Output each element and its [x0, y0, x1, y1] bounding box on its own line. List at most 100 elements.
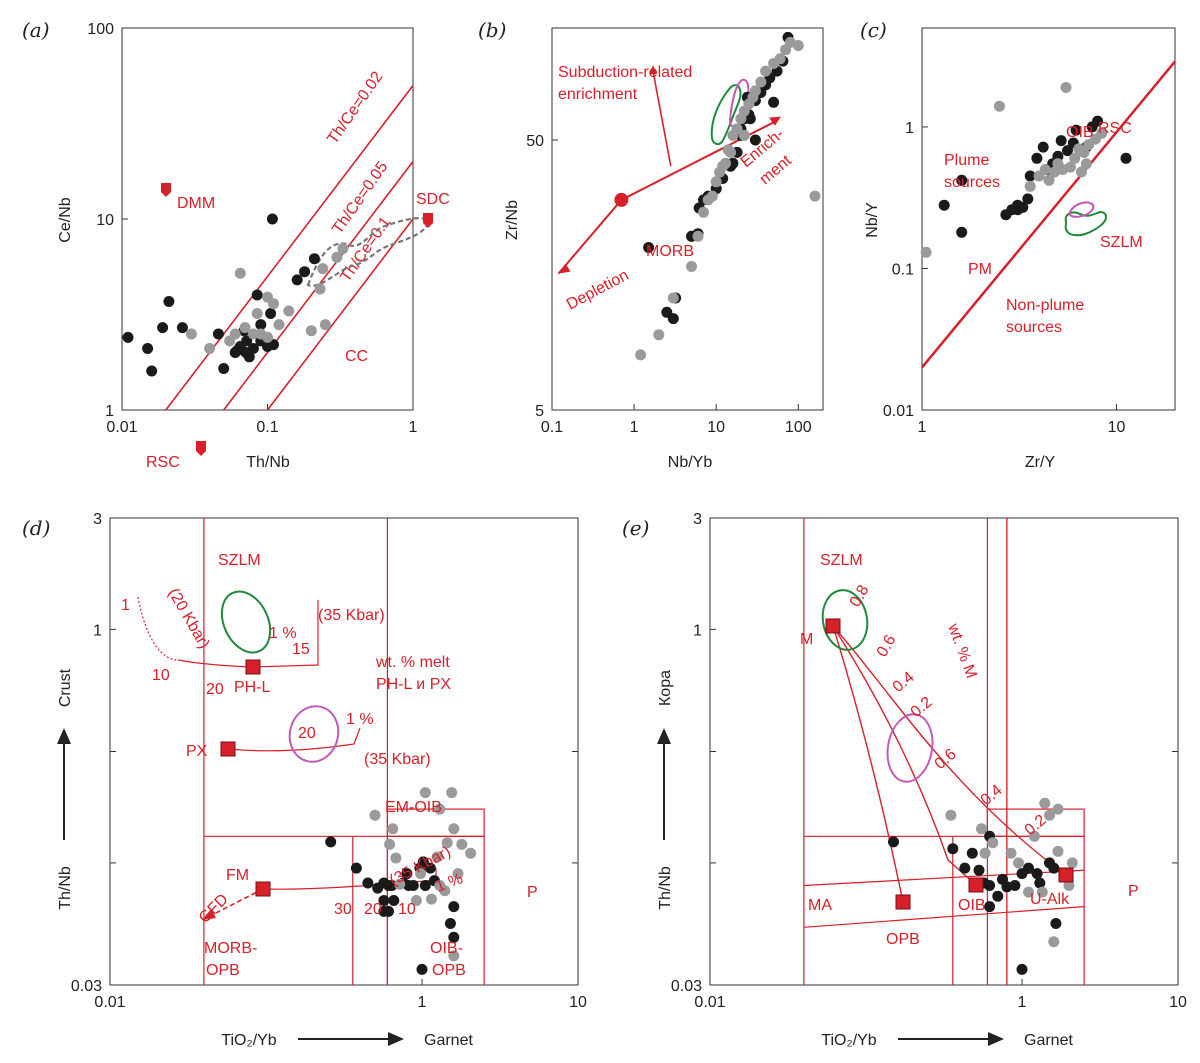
grey-data-point	[706, 190, 718, 202]
y-tick-label: 0.1	[892, 261, 914, 278]
y-axis-label-top: Crust	[57, 668, 74, 707]
panel-e: (e) 0.01 1 10 0.03 1 3 TiO₂/Yb Garnet Th/Nb Кора SZ…	[622, 511, 1187, 1049]
grey-data-point	[1005, 847, 1017, 859]
melt-1pct-label-3: 1 %	[434, 870, 466, 895]
grey-data-point	[920, 246, 932, 258]
grey-data-point	[283, 305, 295, 317]
oib-opb-label-2: OPB	[432, 962, 466, 979]
cc-label: CC	[345, 348, 368, 365]
frac-0.6-label: 0.6	[874, 632, 900, 660]
melt-30-label: 30	[334, 901, 352, 918]
x-arrow-head	[388, 1032, 404, 1046]
black-data-point	[1050, 918, 1062, 929]
wt-m-label: wt. % M	[944, 621, 980, 681]
ph-l-label: PH-L	[234, 679, 271, 696]
plume-label-2: sources	[944, 174, 1000, 191]
rsc-marker	[196, 441, 206, 456]
sdc-label: SDC	[416, 191, 450, 208]
szlm-green-field	[821, 589, 869, 651]
grey-data-point	[1078, 147, 1090, 158]
black-data-point	[378, 905, 390, 917]
x-axis-label: TiO₂/Yb	[221, 1032, 277, 1049]
grey-data-point	[262, 291, 273, 303]
x-tick-label: 0.01	[694, 994, 725, 1011]
black-data-point	[444, 918, 456, 929]
dmm-label: DMM	[177, 195, 215, 212]
magenta-field	[288, 705, 340, 763]
x-tick-label: 1	[630, 419, 639, 436]
panel-d-letter: (d)	[22, 516, 50, 540]
grey-data-point	[755, 76, 767, 88]
grey-data-point	[635, 349, 647, 361]
grey-data-point	[731, 123, 743, 135]
panel-d: (d) 0.01 1 10 0.03 1 3 TiO₂/Yb Garnet Th/Nb Crust S…	[22, 511, 587, 1049]
melt-label-2: PH-L и PX	[376, 676, 451, 693]
dmm-marker	[161, 183, 171, 197]
y-tick-label: 1	[93, 622, 102, 639]
black-data-point	[146, 365, 158, 377]
subduction-arrow	[652, 70, 672, 167]
grey-data-point	[384, 838, 396, 850]
ph-l-20kbar-curve	[137, 596, 179, 661]
oib-label: OIB	[958, 897, 986, 914]
grey-data-point	[945, 809, 957, 821]
enrichment-arrowhead	[768, 116, 781, 126]
x-axis-label: Th/Nb	[246, 454, 290, 471]
black-data-point	[350, 862, 362, 874]
crust-field-dashed	[306, 217, 430, 287]
grey-data-point	[273, 319, 285, 331]
px-curve	[227, 727, 361, 752]
y-tick-label: 50	[526, 133, 544, 150]
y-tick-label: 0.01	[883, 403, 914, 420]
black-data-point	[241, 335, 253, 347]
plume-label-1: Plume	[944, 152, 989, 169]
grey-data-point	[319, 319, 331, 331]
morb-marker	[614, 192, 629, 207]
grey-data-point	[185, 328, 197, 340]
x-tick-label: 0.1	[256, 419, 278, 436]
panel-b-letter: (b)	[478, 18, 506, 42]
oib-opb-label-1: OIB-	[430, 940, 463, 957]
black-data-point	[1120, 152, 1132, 164]
black-data-point	[416, 963, 428, 975]
rsc-label: RSC	[146, 454, 180, 471]
x-tick-label: 10	[1108, 419, 1126, 436]
y-tick-label: 3	[93, 511, 102, 528]
rsc-label: RSC	[1098, 120, 1132, 137]
grey-data-point	[749, 85, 761, 97]
y-tick-label: 0.03	[71, 978, 102, 995]
frac-0.4-label: 0.4	[890, 669, 918, 696]
melt-20-label-3: 20	[364, 901, 382, 918]
grey-data-point	[993, 100, 1005, 112]
px-square	[220, 741, 236, 757]
gfd-arrow	[209, 888, 264, 917]
grey-data-point	[1063, 880, 1075, 891]
grey-data-point	[1075, 166, 1087, 178]
ma-band-bottom	[803, 905, 1085, 928]
grey-data-point	[394, 878, 406, 890]
y-tick-label: 1	[905, 120, 914, 137]
grey-data-point	[1039, 797, 1051, 809]
y-arrow-head	[657, 728, 671, 744]
oib-square	[968, 877, 984, 893]
morb-opb-label-1: MORB-	[204, 940, 257, 957]
grey-data-point	[434, 803, 446, 815]
px-label: PX	[186, 743, 208, 760]
x-axis-label-right: Garnet	[1024, 1032, 1073, 1049]
mixing-curve-ualk	[832, 625, 1067, 876]
grey-data-point	[419, 787, 431, 799]
nonplume-label-1: Non-plume	[1006, 297, 1084, 314]
black-data-point	[268, 339, 279, 351]
grey-data-point	[448, 950, 460, 962]
black-data-point	[744, 113, 756, 125]
pressure-35-label-2: (35 Kbar)	[364, 751, 431, 768]
black-data-point	[448, 931, 460, 943]
grey-data-point	[1049, 166, 1060, 178]
x-axis-label: Nb/Yb	[668, 454, 713, 471]
black-data-point	[1070, 124, 1082, 136]
panel-a-letter: (a)	[22, 18, 50, 42]
x-tick-label: 100	[785, 419, 812, 436]
black-data-point	[749, 134, 761, 146]
grey-data-point	[1060, 82, 1072, 93]
